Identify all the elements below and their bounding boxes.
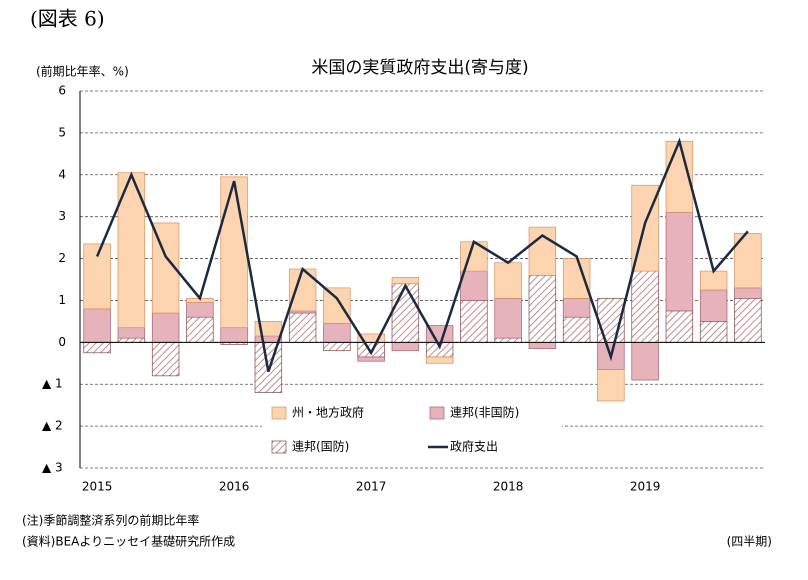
bar	[288, 268, 317, 312]
bar	[323, 287, 351, 324]
bar	[117, 327, 146, 339]
x-unit: (四半期)	[727, 535, 772, 549]
bar	[528, 274, 557, 343]
y-tick-label: 5	[58, 125, 66, 139]
bar	[460, 300, 488, 343]
bar	[391, 283, 420, 343]
bar	[357, 356, 385, 362]
legend-swatch	[271, 440, 287, 454]
bar	[323, 341, 351, 352]
note: (資料)BEAよりニッセイ基礎研究所作成	[22, 534, 235, 549]
bar	[494, 298, 522, 339]
x-tick-label: 2018	[493, 480, 524, 494]
line	[95, 137, 749, 373]
bar	[494, 337, 522, 343]
y-tick-label: 3	[58, 209, 66, 223]
bar	[391, 341, 420, 352]
bar	[186, 302, 214, 318]
bar	[186, 316, 214, 343]
legend-label: 州・地方政府	[292, 405, 364, 420]
y-tick-label: 4	[58, 167, 66, 181]
figure-label: (図表 6)	[30, 7, 105, 31]
legend-swatch	[271, 406, 287, 420]
bar	[494, 262, 522, 299]
bar	[220, 327, 248, 343]
bar	[288, 312, 317, 343]
bar	[562, 298, 591, 318]
bar	[117, 337, 146, 343]
y-tick-label: ▲ 3	[42, 461, 63, 475]
bar	[699, 270, 728, 291]
bar	[699, 321, 728, 343]
bar	[597, 369, 625, 402]
legend-label: 政府支出	[450, 439, 498, 454]
bar	[83, 341, 111, 354]
bar	[83, 308, 111, 343]
bar	[323, 323, 351, 343]
legend-label: 連邦(非国防)	[450, 405, 519, 420]
legend-swatch	[429, 406, 445, 420]
bar	[665, 212, 694, 312]
bar	[425, 356, 454, 364]
bar	[665, 310, 694, 343]
bar	[699, 289, 728, 322]
x-tick-label: 2019	[630, 480, 661, 494]
bar	[631, 341, 659, 381]
y-tick-label: 0	[58, 335, 66, 349]
x-tick-label: 2017	[356, 480, 387, 494]
bar	[734, 298, 762, 343]
y-tick-label: 1	[58, 293, 66, 307]
y-axis-label: (前期比年率、%)	[36, 64, 129, 79]
x-tick-label: 2015	[82, 480, 113, 494]
bar	[734, 287, 762, 299]
legend-label: 連邦(国防)	[292, 439, 349, 454]
y-tick-label: ▲ 1	[42, 377, 63, 391]
bar	[391, 277, 420, 285]
bar	[151, 312, 180, 343]
bar	[562, 316, 591, 343]
bar	[220, 176, 248, 329]
bar	[528, 341, 557, 349]
chart-title: 米国の実質政府支出(寄与度)	[311, 58, 528, 78]
y-tick-label: 6	[58, 84, 66, 98]
note: (注)季節調整済系列の前期比年率	[22, 513, 199, 528]
bar	[562, 258, 591, 299]
bar	[460, 270, 488, 301]
bar	[631, 270, 659, 343]
bar	[151, 341, 180, 377]
y-tick-label: 2	[58, 251, 66, 265]
x-tick-label: 2016	[219, 480, 250, 494]
y-tick-label: ▲ 2	[42, 419, 63, 433]
legend-box	[262, 398, 562, 462]
